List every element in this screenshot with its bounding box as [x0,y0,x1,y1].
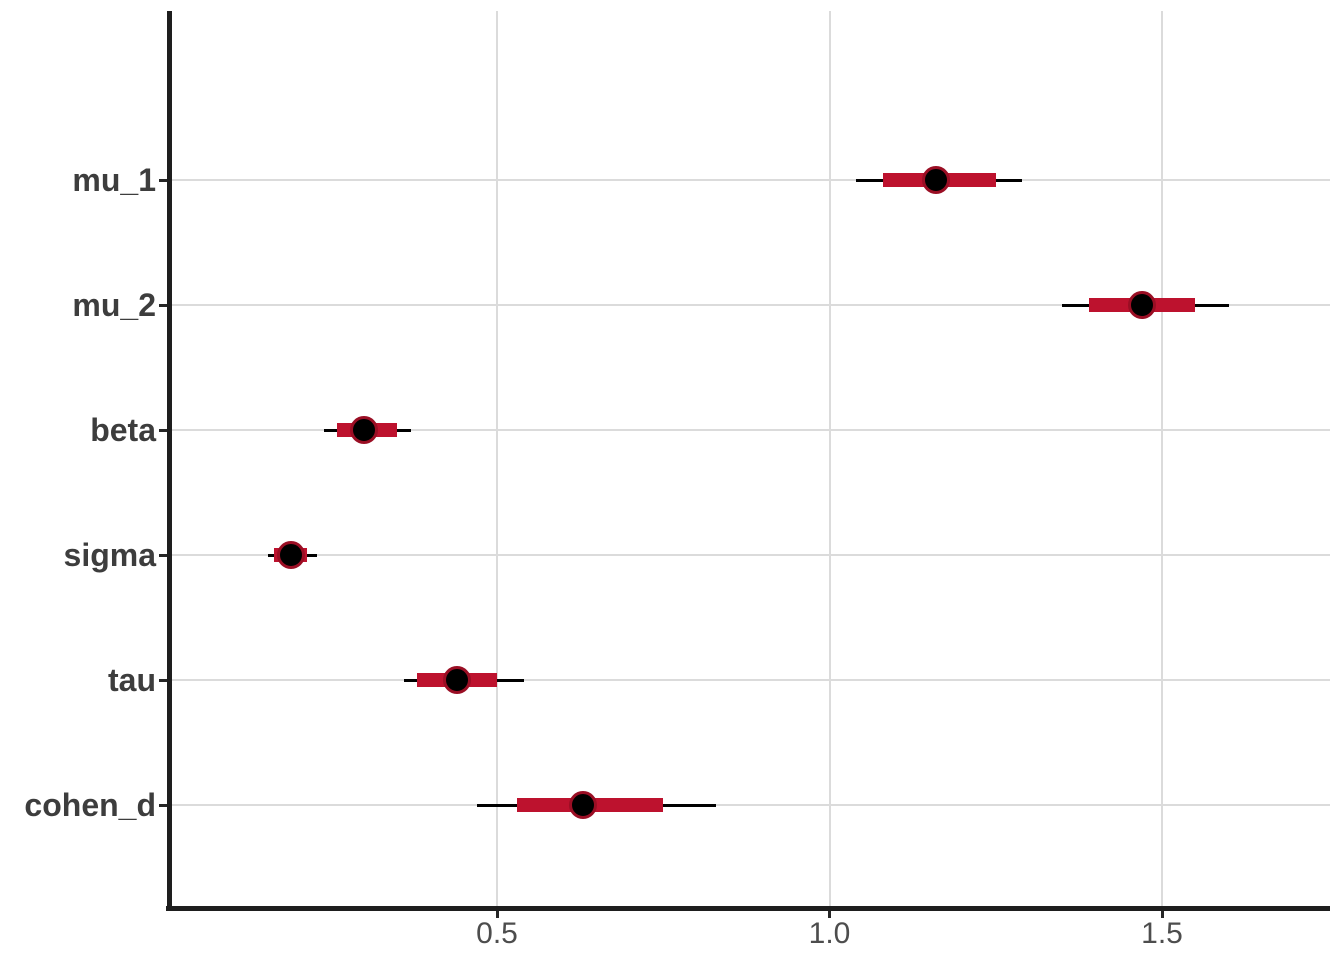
y-axis-label: cohen_d [24,787,156,823]
y-axis-line [167,11,172,911]
row-gridline [172,554,1330,556]
posterior-point [443,666,472,694]
y-tick-mark [159,428,167,432]
vertical-gridline [496,11,498,906]
x-tick-mark [1160,911,1164,918]
y-axis-label: mu_2 [72,287,156,323]
row-gridline [172,679,1330,681]
x-axis-tick-label: 1.0 [808,917,851,950]
x-axis-line [166,906,1330,911]
y-tick-mark [159,553,167,557]
posterior-point [921,166,950,194]
y-axis-label: mu_1 [72,162,156,198]
y-axis-label: tau [108,662,156,698]
x-axis-tick-label: 0.5 [476,917,518,950]
row-gridline [172,179,1330,181]
y-tick-mark [159,303,167,307]
y-axis-label: beta [90,412,156,448]
y-tick-mark [159,178,167,182]
y-tick-mark [159,678,167,682]
x-axis-tick-label: 1.5 [1141,917,1183,950]
posterior-point [1128,291,1157,319]
posterior-point [350,416,378,444]
x-tick-mark [828,911,831,918]
row-gridline [172,429,1330,431]
y-tick-mark [159,803,167,807]
vertical-gridline [1161,11,1163,906]
posterior-point [276,541,305,569]
vertical-gridline [828,11,831,906]
row-gridline [172,804,1330,806]
x-tick-mark [495,911,499,918]
row-gridline [172,304,1330,306]
posterior-point [569,791,598,819]
y-axis-label: sigma [63,537,156,573]
